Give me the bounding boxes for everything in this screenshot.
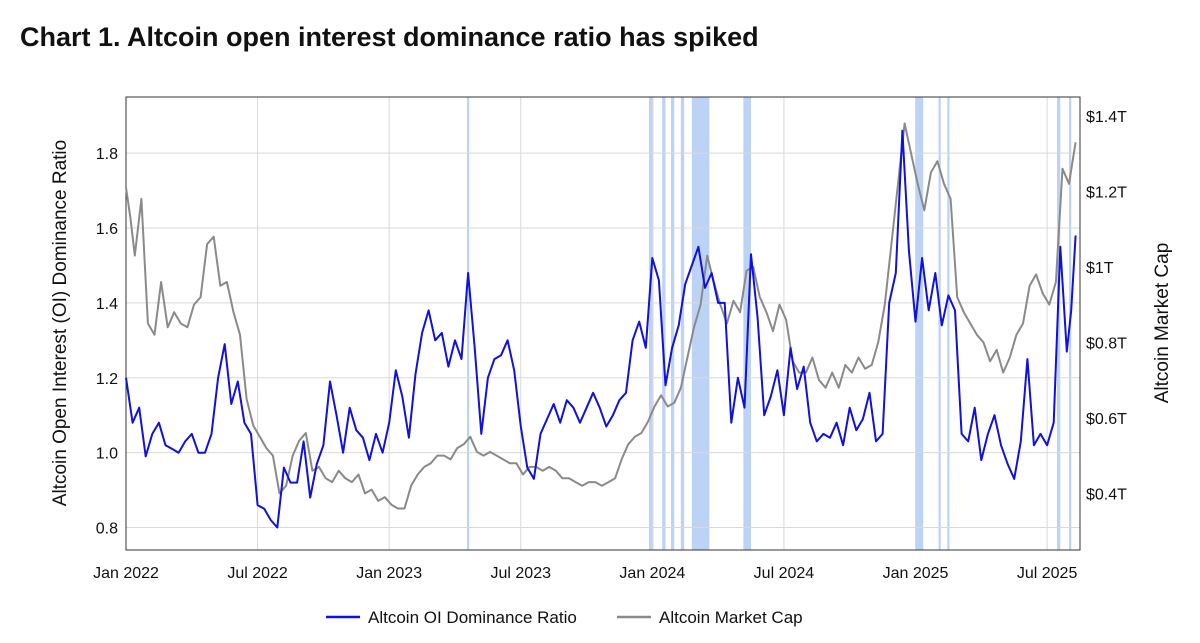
grid-lines — [125, 97, 1080, 550]
x-tick-label: Jul 2025 — [1017, 565, 1078, 582]
x-tick-label: Jan 2022 — [93, 565, 159, 582]
legend: Altcoin OI Dominance Ratio Altcoin Marke… — [326, 608, 803, 627]
shaded-period — [691, 97, 710, 550]
shaded-period — [649, 97, 654, 550]
axis-ticks: 0.8 1.0 1.2 1.4 1.6 1.8 $0.4T $0.6T $0.8T $1T $1.2… — [93, 109, 1127, 582]
x-tick-label: Jan 2023 — [356, 565, 422, 582]
shaded-period — [1056, 97, 1061, 550]
y-tick-label: 0.8 — [96, 521, 118, 538]
y2-tick-label: $0.8T — [1086, 335, 1127, 352]
y2-tick-label: $1.2T — [1086, 184, 1127, 201]
legend-label-mcap: Altcoin Market Cap — [659, 608, 803, 627]
shaded-period — [670, 97, 675, 550]
y2-tick-label: $1T — [1086, 260, 1114, 277]
y-axis-label: Altcoin Open Interest (OI) Dominance Rat… — [50, 140, 71, 506]
series-lines — [125, 122, 1077, 529]
y-tick-label: 1.8 — [96, 146, 118, 163]
plot-frame — [125, 96, 1081, 551]
y-tick-label: 1.6 — [96, 221, 118, 238]
series-line-market-cap — [125, 122, 1077, 510]
x-tick-label: Jul 2022 — [227, 565, 288, 582]
y2-tick-label: $0.4T — [1086, 486, 1127, 503]
series-line-oi-dominance — [125, 129, 1077, 529]
x-tick-label: Jul 2023 — [491, 565, 552, 582]
shaded-periods — [467, 97, 1072, 550]
shaded-period — [947, 97, 950, 550]
shaded-period — [938, 97, 941, 550]
x-tick-label: Jan 2024 — [619, 565, 685, 582]
x-tick-label: Jul 2024 — [754, 565, 815, 582]
shaded-period — [680, 97, 685, 550]
y-tick-label: 1.4 — [96, 296, 118, 313]
y2-tick-label: $1.4T — [1086, 109, 1127, 126]
shaded-period — [915, 97, 924, 550]
shaded-period — [467, 97, 470, 550]
y-tick-label: 1.2 — [96, 371, 118, 388]
x-tick-label: Jan 2025 — [883, 565, 949, 582]
y-tick-label: 1.0 — [96, 446, 118, 463]
y2-axis-label: Altcoin Market Cap — [1152, 243, 1173, 404]
shaded-period — [662, 97, 666, 550]
chart-title: Chart 1. Altcoin open interest dominance… — [20, 22, 759, 52]
legend-label-oi: Altcoin OI Dominance Ratio — [368, 608, 577, 627]
y2-tick-label: $0.6T — [1086, 411, 1127, 428]
